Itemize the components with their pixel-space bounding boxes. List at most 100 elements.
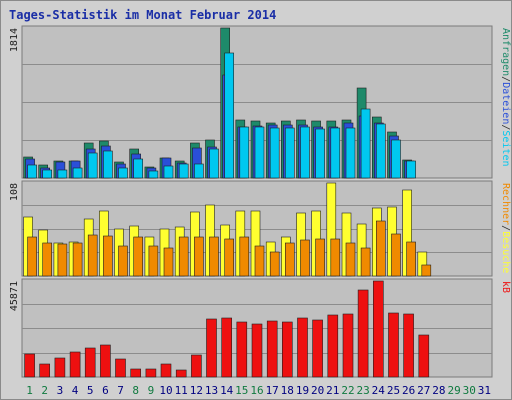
bar-seiten-day-26: [406, 160, 416, 179]
bar-rechner-day-4: [72, 242, 83, 277]
bar-kb-day-11: [175, 369, 187, 378]
bar-rechner-day-5: [87, 234, 98, 277]
day-label-4: 4: [72, 384, 79, 397]
bar-kb-day-19: [297, 317, 308, 378]
legend-dateien: Dateien: [500, 82, 511, 124]
bar-rechner-day-6: [103, 235, 113, 277]
day-label-14: 14: [220, 384, 234, 397]
bar-rechner-day-27: [421, 264, 432, 277]
bar-seiten-day-24: [375, 123, 386, 179]
bar-rechner-day-11: [178, 236, 189, 277]
bar-rechner-day-15: [239, 236, 250, 277]
bar-rechner-day-9: [148, 245, 159, 277]
day-label-29: 29: [447, 384, 460, 397]
bar-kb-day-14: [221, 317, 232, 378]
bar-kb-day-10: [160, 363, 172, 378]
day-label-25: 25: [387, 384, 400, 397]
legend-separator-3: /: [500, 124, 511, 130]
bar-seiten-day-20: [315, 128, 325, 179]
bar-seiten-day-19: [300, 126, 310, 179]
bar-rechner-day-20: [315, 238, 325, 277]
bar-kb-day-20: [312, 319, 323, 378]
bar-seiten-day-23: [360, 108, 371, 179]
bar-seiten-day-6: [103, 150, 113, 179]
day-label-22: 22: [341, 384, 354, 397]
bar-kb-day-8: [130, 368, 141, 378]
bar-seiten-day-1: [27, 164, 37, 179]
page-title: Tages-Statistik im Monat Februar 2014: [9, 8, 277, 22]
bar-seiten-day-22: [345, 127, 356, 179]
bar-rechner-day-7: [118, 245, 128, 277]
bar-seiten-day-2: [42, 169, 53, 179]
bar-seiten-day-16: [254, 126, 265, 179]
bar-kb-day-24: [372, 280, 384, 378]
bar-seiten-day-14: [224, 52, 234, 179]
legend-separator-1: /: [500, 76, 511, 82]
bar-seiten-day-25: [391, 139, 401, 179]
bar-rechner-day-3: [57, 243, 68, 277]
bar-rechner-day-22: [345, 242, 356, 277]
panel-bottom-ymax-label: 45871: [9, 281, 20, 311]
bar-seiten-day-17: [269, 127, 280, 179]
bar-kb-day-21: [327, 314, 339, 378]
legend-anfragen: Anfragen: [500, 28, 511, 76]
day-label-21: 21: [326, 384, 339, 397]
bar-kb-day-4: [69, 351, 81, 378]
day-label-30: 30: [463, 384, 476, 397]
bar-rechner-day-1: [27, 236, 37, 277]
bar-kb-day-9: [145, 368, 157, 378]
bar-rechner-day-23: [360, 247, 371, 277]
day-label-2: 2: [41, 384, 48, 397]
bar-kb-day-6: [100, 344, 111, 378]
bar-kb-day-12: [191, 354, 202, 378]
day-label-24: 24: [372, 384, 386, 397]
bar-seiten-day-4: [72, 167, 83, 179]
bar-rechner-day-17: [269, 251, 280, 277]
bar-seiten-day-5: [87, 152, 98, 179]
bar-kb-day-25: [388, 312, 399, 378]
day-label-16: 16: [250, 384, 263, 397]
day-label-17: 17: [266, 384, 279, 397]
bar-rechner-day-14: [224, 238, 234, 277]
bar-seiten-day-10: [163, 165, 174, 179]
bar-kb-day-15: [236, 321, 248, 378]
bar-rechner-day-24: [375, 220, 386, 277]
day-label-15: 15: [235, 384, 248, 397]
day-label-20: 20: [311, 384, 324, 397]
bar-seiten-day-18: [284, 127, 295, 179]
day-label-27: 27: [417, 384, 430, 397]
bar-seiten-day-7: [118, 167, 128, 179]
bar-rechner-day-18: [284, 242, 295, 277]
bar-rechner-day-25: [391, 233, 401, 277]
bar-kb-day-17: [266, 320, 278, 378]
legend-rechner: Rechner: [500, 183, 511, 225]
bar-seiten-day-12: [194, 163, 204, 179]
bar-rechner-day-21: [330, 238, 341, 277]
bar-seiten-day-21: [330, 127, 341, 179]
bar-rechner-day-10: [163, 247, 174, 277]
bar-kb-day-5: [84, 347, 96, 378]
day-label-18: 18: [281, 384, 294, 397]
day-label-7: 7: [117, 384, 124, 397]
bar-kb-day-3: [54, 357, 66, 378]
day-label-6: 6: [102, 384, 109, 397]
panel-top-ymax-label: 1814: [9, 28, 20, 52]
bar-rechner-day-26: [406, 241, 416, 277]
legend-kb: kB: [500, 281, 511, 293]
bar-kb-day-23: [357, 289, 369, 378]
day-label-8: 8: [132, 384, 139, 397]
day-label-28: 28: [432, 384, 445, 397]
bar-kb-day-2: [39, 363, 51, 378]
bar-kb-day-27: [418, 334, 430, 378]
legend-besuche: Besuche: [500, 231, 511, 273]
day-label-1: 1: [26, 384, 33, 397]
panel-middle-ymax-label: 108: [9, 183, 20, 201]
panel-middle-legend: Rechner/Besuche: [500, 183, 511, 273]
bar-kb-day-18: [281, 321, 293, 378]
day-label-9: 9: [148, 384, 155, 397]
bar-rechner-day-19: [300, 239, 310, 277]
bar-seiten-day-9: [148, 170, 159, 179]
day-label-13: 13: [205, 384, 218, 397]
day-label-19: 19: [296, 384, 309, 397]
